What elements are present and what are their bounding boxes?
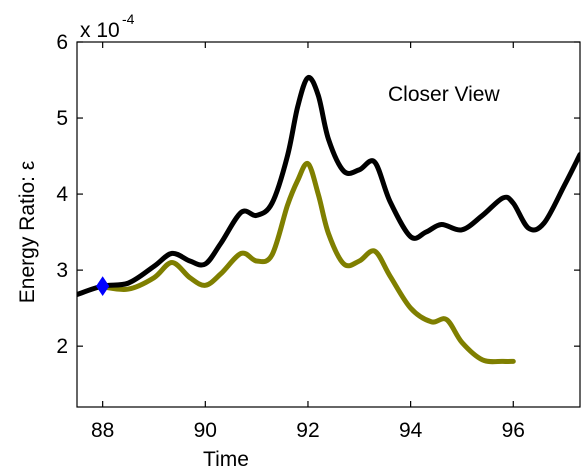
plot-area: [77, 42, 580, 407]
x-axis-label: Time: [203, 448, 249, 471]
plot-frame: [76, 41, 581, 408]
x-tick-label: 90: [194, 419, 217, 442]
x-tick-label: 96: [502, 419, 525, 442]
y-tick-label: 3: [56, 259, 68, 282]
y-multiplier-exponent: -4: [122, 11, 135, 27]
series-line-2: [100, 160, 516, 365]
y-tick-label: 2: [56, 335, 68, 358]
y-tick-label: 5: [56, 107, 68, 130]
x-tick-label: 92: [296, 419, 319, 442]
y-axis-ticks: 2 3 4 5 6: [56, 31, 580, 358]
x-tick-label: 88: [91, 419, 114, 442]
annotation-closer-view: Closer View: [388, 83, 500, 106]
y-axis-label: Energy Ratio: ε: [16, 161, 39, 303]
marker-layer: [96, 276, 110, 296]
series-layer: [77, 74, 580, 365]
y-tick-label: 4: [56, 183, 68, 206]
y-multiplier-base: x 10: [80, 19, 120, 42]
x-tick-label: 94: [399, 419, 423, 442]
y-tick-label: 6: [56, 31, 68, 54]
start-marker-diamond: [96, 276, 110, 296]
x-axis-ticks: 88 90 92 94 96: [91, 42, 525, 442]
series-line-1: [77, 74, 580, 297]
